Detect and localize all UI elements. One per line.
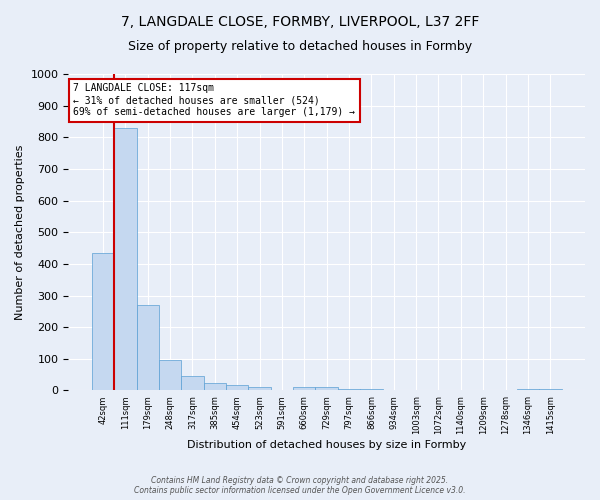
Bar	[517, 389, 539, 390]
Bar	[248, 388, 271, 390]
Bar	[539, 389, 562, 390]
Bar	[360, 389, 383, 390]
Text: Contains HM Land Registry data © Crown copyright and database right 2025.
Contai: Contains HM Land Registry data © Crown c…	[134, 476, 466, 495]
Bar	[137, 305, 159, 390]
X-axis label: Distribution of detached houses by size in Formby: Distribution of detached houses by size …	[187, 440, 466, 450]
Bar	[203, 384, 226, 390]
Bar	[92, 253, 114, 390]
Bar	[226, 385, 248, 390]
Bar	[293, 388, 316, 390]
Bar	[159, 360, 181, 390]
Bar	[114, 128, 137, 390]
Text: Size of property relative to detached houses in Formby: Size of property relative to detached ho…	[128, 40, 472, 53]
Bar	[338, 389, 360, 390]
Bar	[316, 388, 338, 390]
Text: 7 LANGDALE CLOSE: 117sqm
← 31% of detached houses are smaller (524)
69% of semi-: 7 LANGDALE CLOSE: 117sqm ← 31% of detach…	[73, 84, 355, 116]
Bar	[181, 376, 203, 390]
Text: 7, LANGDALE CLOSE, FORMBY, LIVERPOOL, L37 2FF: 7, LANGDALE CLOSE, FORMBY, LIVERPOOL, L3…	[121, 15, 479, 29]
Y-axis label: Number of detached properties: Number of detached properties	[15, 144, 25, 320]
